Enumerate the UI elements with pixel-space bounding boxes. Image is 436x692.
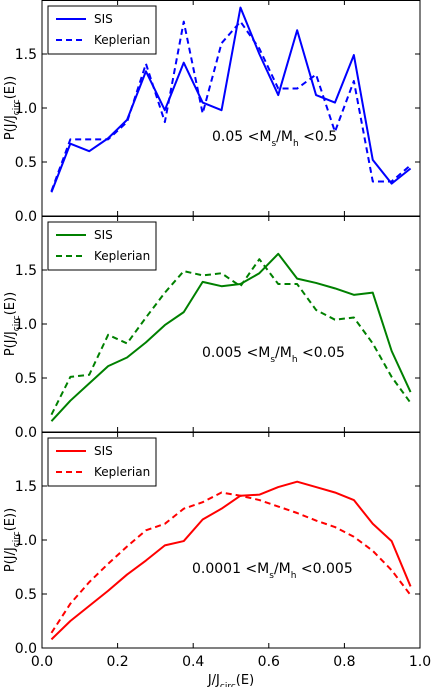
legend-label: Keplerian [94, 249, 150, 263]
y-tick-label: 0.0 [15, 425, 37, 441]
legend-label: SIS [94, 12, 113, 26]
y-axis-label: P(J/Jcirc(E)) [3, 76, 22, 140]
mass-ratio-annotation: 0.0001 <Ms/Mh <0.005 [192, 561, 353, 581]
y-tick-label: 1.5 [15, 263, 37, 279]
legend-label: SIS [94, 444, 113, 458]
y-tick-label: 0.5 [15, 371, 37, 387]
legend-label: Keplerian [94, 33, 150, 47]
y-axis-label: P(J/Jcirc(E)) [3, 508, 22, 572]
series-line-keplerian [51, 259, 410, 415]
x-tick-label: 0.8 [333, 654, 355, 670]
mass-ratio-annotation: 0.005 <Ms/Mh <0.05 [202, 345, 345, 365]
x-axis-label: J/Jcirc(E) [207, 673, 254, 687]
y-tick-label: 1.5 [15, 47, 37, 63]
y-axis-label: P(J/Jcirc(E)) [3, 292, 22, 356]
mass-ratio-annotation: 0.05 <Ms/Mh <0.5 [212, 129, 337, 149]
y-tick-label: 0.0 [15, 209, 37, 225]
legend-label: Keplerian [94, 465, 150, 479]
legend-label: SIS [94, 228, 113, 242]
x-tick-label: 0.0 [31, 654, 53, 670]
x-tick-label: 0.4 [182, 654, 204, 670]
x-tick-label: 0.2 [106, 654, 128, 670]
series-line-sis [51, 254, 410, 421]
y-tick-label: 0.5 [15, 155, 37, 171]
x-tick-label: 1.0 [409, 654, 431, 670]
y-tick-label: 1.5 [15, 479, 37, 495]
y-tick-label: 0.5 [15, 587, 37, 603]
x-tick-label: 0.6 [258, 654, 280, 670]
